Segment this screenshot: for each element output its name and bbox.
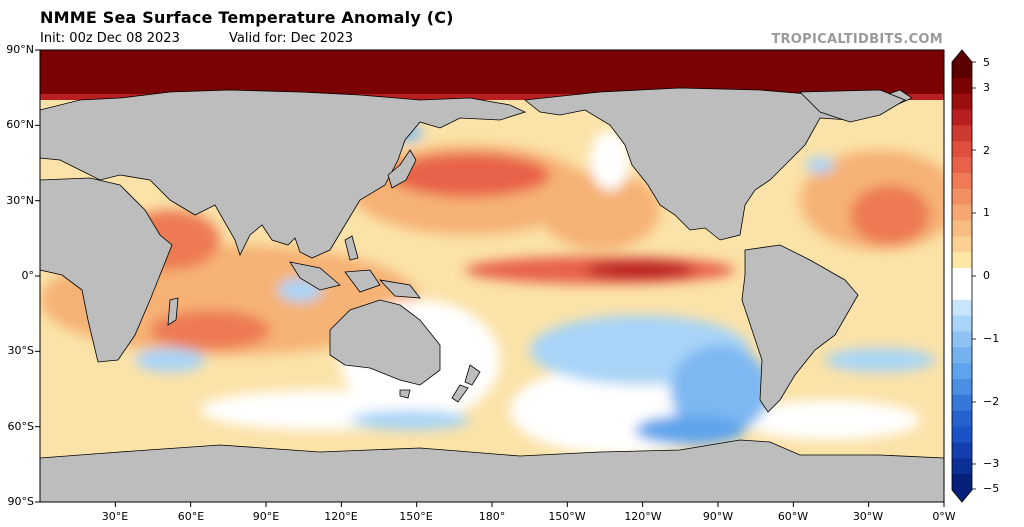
lon-label-150e: 150°E <box>399 510 433 523</box>
lon-label-90e: 90°E <box>252 510 280 523</box>
colorbar-label-1: 1 <box>983 206 990 219</box>
colorbar-segment <box>952 315 972 332</box>
colorbar-segment <box>952 172 972 190</box>
colorbar-segment <box>952 62 972 79</box>
colorbar-label-neg1: −1 <box>983 332 1000 345</box>
colorbar-label-2: 2 <box>983 144 990 157</box>
colorbar-segment <box>952 474 972 491</box>
lon-label-30w: 30°W <box>852 510 884 523</box>
axis-ticks <box>35 49 945 507</box>
lon-label-60w: 60°W <box>777 510 809 523</box>
init-time: Init: 00z Dec 08 2023 <box>40 31 180 46</box>
lat-label-60s: 60°S <box>7 420 34 433</box>
colorbar-segment <box>952 204 972 222</box>
colorbar-segment <box>952 426 972 443</box>
colorbar-segment <box>952 93 972 111</box>
colorbar-outline <box>951 49 973 503</box>
colorbar-segment <box>952 188 972 206</box>
colorbar-segment <box>952 220 972 237</box>
lon-label-120e: 120°E <box>324 510 358 523</box>
lon-label-150w: 150°W <box>548 510 586 523</box>
colorbar-segment <box>952 379 972 396</box>
colorbar-label-0: 0 <box>983 269 990 282</box>
colorbar-segment <box>952 125 972 142</box>
land-masses <box>39 87 945 503</box>
colorbar-segment <box>952 299 972 317</box>
lon-label-90w: 90°W <box>702 510 734 523</box>
colorbar-min-extension <box>952 490 972 502</box>
lat-label-60n: 60°N <box>6 118 34 131</box>
lat-label-eq: 0° <box>21 269 35 282</box>
lon-label-0w: 0°W <box>932 510 956 523</box>
lat-label-90s: 90°S <box>7 495 34 508</box>
colorbar-label-neg2: −2 <box>983 395 1000 408</box>
colorbar-segment <box>952 410 972 428</box>
colorbar-segment <box>952 394 972 412</box>
colorbar-label-neg5: −5 <box>983 482 1000 495</box>
colorbar-segment <box>952 109 972 126</box>
colorbar <box>951 49 976 503</box>
colorbar-segment <box>952 458 972 475</box>
colorbar-label-3: 3 <box>983 81 990 94</box>
colorbar-segment <box>952 331 972 348</box>
colorbar-label-5: 5 <box>983 56 990 69</box>
colorbar-max-extension <box>952 50 972 62</box>
valid-time: Valid for: Dec 2023 <box>229 31 353 46</box>
colorbar-segment <box>952 141 972 158</box>
lon-label-180: 180° <box>478 510 506 523</box>
colorbar-label-neg3: −3 <box>983 457 1000 470</box>
site-credit: TROPICALTIDBITS.COM <box>771 32 943 47</box>
colorbar-segment <box>952 347 972 364</box>
lat-label-30s: 30°S <box>7 344 34 357</box>
map-title: NMME Sea Surface Temperature Anomaly (C) <box>40 8 454 27</box>
lon-label-30e: 30°E <box>101 510 129 523</box>
colorbar-segment <box>952 268 972 285</box>
colorbar-segment <box>952 77 972 95</box>
lon-label-60e: 60°E <box>177 510 205 523</box>
colorbar-segment <box>952 157 972 174</box>
colorbar-segment <box>952 236 972 253</box>
lat-label-30n: 30°N <box>6 194 34 207</box>
colorbar-segment <box>952 442 972 459</box>
colorbar-segment <box>952 363 972 380</box>
lat-label-90n: 90°N <box>6 43 34 56</box>
lon-label-120w: 120°W <box>624 510 662 523</box>
colorbar-segment <box>952 252 972 269</box>
colorbar-segment <box>952 283 972 301</box>
